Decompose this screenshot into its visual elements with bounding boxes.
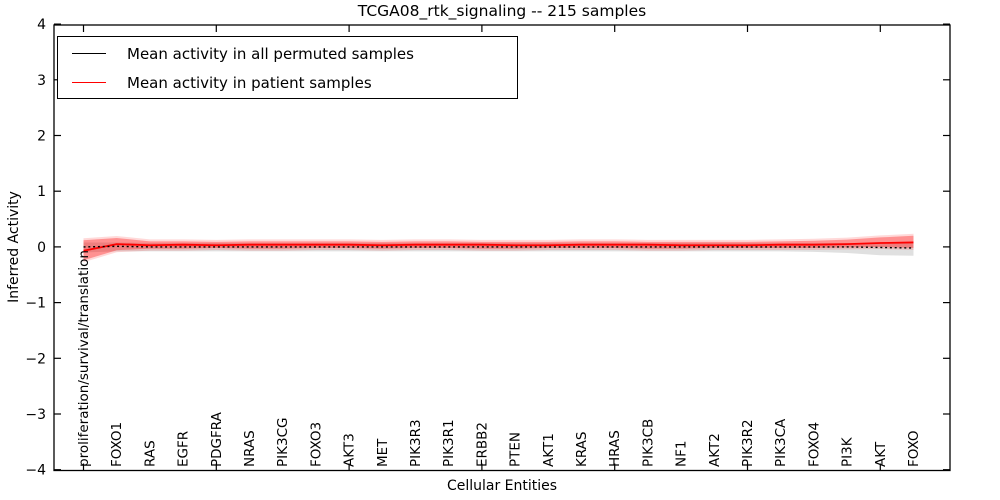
legend-entry-patient: Mean activity in patient samples	[58, 68, 517, 97]
y-tick-label: −1	[25, 296, 46, 312]
x-tick-label: NRAS	[242, 430, 258, 467]
y-tick-label: 4	[37, 17, 46, 33]
x-tick-label: PIK3CB	[640, 419, 656, 467]
x-tick-label: PIK3CA	[773, 418, 789, 467]
x-tick-label: PI3K	[840, 436, 856, 467]
permuted-mean-line	[83, 245, 914, 249]
legend-line-sample-black-icon	[72, 53, 106, 54]
y-tick-label: 0	[37, 240, 46, 256]
x-tick-label: RAS	[142, 440, 158, 467]
x-tick-label: ERBB2	[474, 422, 490, 467]
x-tick-label: EGFR	[176, 431, 192, 467]
chart-title: TCGA08_rtk_signaling -- 215 samples	[357, 2, 647, 20]
x-tick-label: FOXO	[906, 430, 922, 467]
y-tick-label: −2	[25, 351, 46, 367]
x-tick-label: AKT2	[707, 433, 723, 467]
x-tick-label: KRAS	[574, 432, 590, 468]
x-tick-label: PTEN	[508, 432, 524, 467]
x-tick-label: PIK3R3	[408, 419, 424, 467]
x-tick-label: PDGFRA	[209, 411, 225, 467]
x-tick-label: PIK3R1	[441, 419, 457, 467]
x-tick-label: FOXO4	[806, 422, 822, 467]
y-tick-label: 1	[37, 184, 46, 200]
y-tick-label: −3	[25, 407, 46, 423]
plot-frame	[53, 24, 951, 472]
legend-label: Mean activity in all permuted samples	[127, 44, 414, 63]
x-tick-label: AKT	[873, 441, 889, 467]
legend-label: Mean activity in patient samples	[127, 73, 372, 92]
patient-band-halo	[83, 233, 914, 263]
legend-entry-permuted: Mean activity in all permuted samples	[58, 39, 517, 68]
x-tick-label: AKT3	[342, 433, 358, 467]
x-tick-label: MET	[375, 438, 391, 467]
legend-box: Mean activity in all permuted samples Me…	[57, 36, 518, 99]
x-tick-label: PIK3R2	[740, 419, 756, 467]
patient-mean-line	[83, 241, 914, 252]
x-tick-label: PIK3CG	[275, 418, 291, 467]
x-axis-label: Cellular Entities	[446, 478, 558, 494]
y-tick-label: 3	[37, 73, 46, 89]
patient-band	[83, 235, 914, 261]
x-tick-label: HRAS	[607, 430, 623, 467]
y-tick-label: 2	[37, 129, 46, 145]
y-tick-label: −4	[25, 463, 46, 479]
x-tick-label: FOXO1	[109, 422, 125, 467]
x-tick-label: FOXO3	[308, 422, 324, 467]
legend-line-sample-red-icon	[72, 82, 106, 83]
x-tick-label: proliferation/survival/translation	[76, 250, 92, 467]
x-tick-label: AKT1	[541, 433, 557, 467]
x-tick-label: NF1	[674, 441, 690, 467]
